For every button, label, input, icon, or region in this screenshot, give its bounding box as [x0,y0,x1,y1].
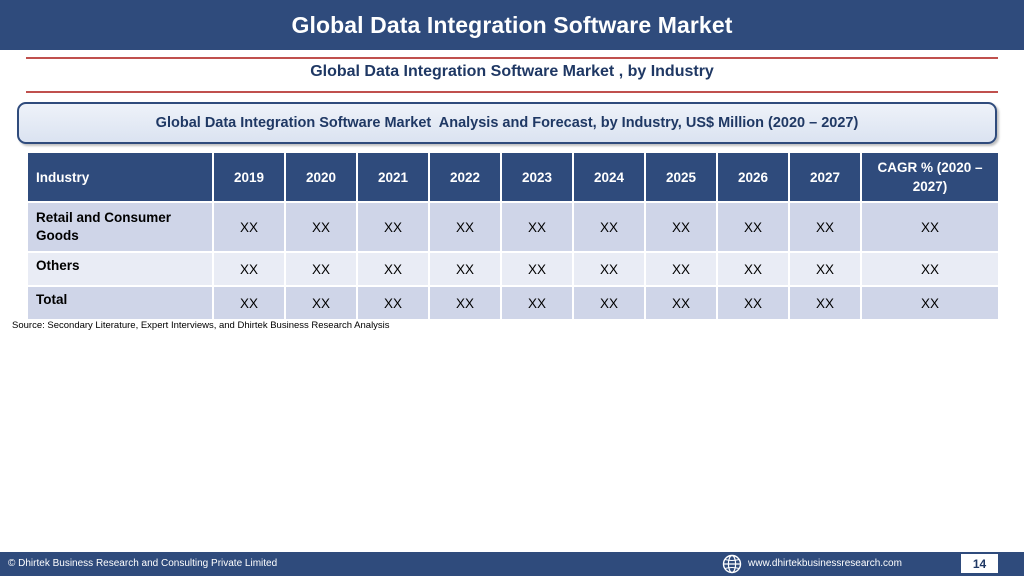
table-cell: XX [500,251,574,287]
footer-bar: © Dhirtek Business Research and Consulti… [0,552,1024,576]
table-cell: XX [428,251,502,287]
divider-bottom [26,91,998,93]
page-number: 14 [961,554,998,573]
section-subtitle: Global Data Integration Software Market … [310,63,714,80]
table-header-row: Industry 2019 2020 2021 2022 2023 2024 2… [26,151,1000,203]
website-link[interactable]: www.dhirtekbusinessresearch.com [748,558,902,569]
table-cell: XX [716,251,790,287]
table-cell: XX [572,285,646,321]
table-cell: XX [860,201,1000,253]
page-title: Global Data Integration Software Market [291,11,733,38]
table-cell: XX [644,251,718,287]
table-row: Total XX XX XX XX XX XX XX XX XX XX [26,285,1000,321]
table-cell: XX [860,285,1000,321]
table-cell: XX [644,285,718,321]
table-cell: XX [212,201,286,253]
header-cell-2023: 2023 [500,151,574,203]
header-cell-cagr: CAGR % (2020 – 2027) [860,151,1000,203]
table-cell: XX [428,285,502,321]
table-cell: XX [716,285,790,321]
table-row: Retail and Consumer Goods XX XX XX XX XX… [26,201,1000,253]
table-cell: XX [284,251,358,287]
globe-icon [722,554,742,574]
header-cell-2024: 2024 [572,151,646,203]
table-cell: XX [572,201,646,253]
header-cell-2020: 2020 [284,151,358,203]
table-cell: XX [644,201,718,253]
header-cell-2026: 2026 [716,151,790,203]
market-table: Industry 2019 2020 2021 2022 2023 2024 2… [26,151,1000,321]
table-cell: XX [572,251,646,287]
table-cell: XX [500,201,574,253]
divider-top [26,57,998,59]
table-cell: XX [428,201,502,253]
table-cell: XX [284,201,358,253]
header-cell-2021: 2021 [356,151,430,203]
table-cell: XX [356,251,430,287]
header-cell-2019: 2019 [212,151,286,203]
table-cell: XX [788,285,862,321]
table-row: Others XX XX XX XX XX XX XX XX XX XX [26,251,1000,287]
row-label: Retail and Consumer Goods [26,201,214,253]
table-cell: XX [500,285,574,321]
table-cell: XX [212,285,286,321]
table-cell: XX [716,201,790,253]
table-cell: XX [356,285,430,321]
table-cell: XX [212,251,286,287]
copyright-text: © Dhirtek Business Research and Consulti… [8,558,278,569]
row-label: Total [26,285,214,321]
row-label: Others [26,251,214,287]
header-cell-2025: 2025 [644,151,718,203]
table-caption-banner: Global Data Integration Software Market … [17,102,997,144]
header-cell-2022: 2022 [428,151,502,203]
title-bar: Global Data Integration Software Market [0,0,1024,50]
table-cell: XX [788,251,862,287]
header-cell-industry: Industry [26,151,214,203]
table-cell: XX [284,285,358,321]
table-cell: XX [356,201,430,253]
table-cell: XX [860,251,1000,287]
table-cell: XX [788,201,862,253]
source-note: Source: Secondary Literature, Expert Int… [12,320,390,331]
header-cell-2027: 2027 [788,151,862,203]
table-caption: Global Data Integration Software Market … [155,115,859,131]
